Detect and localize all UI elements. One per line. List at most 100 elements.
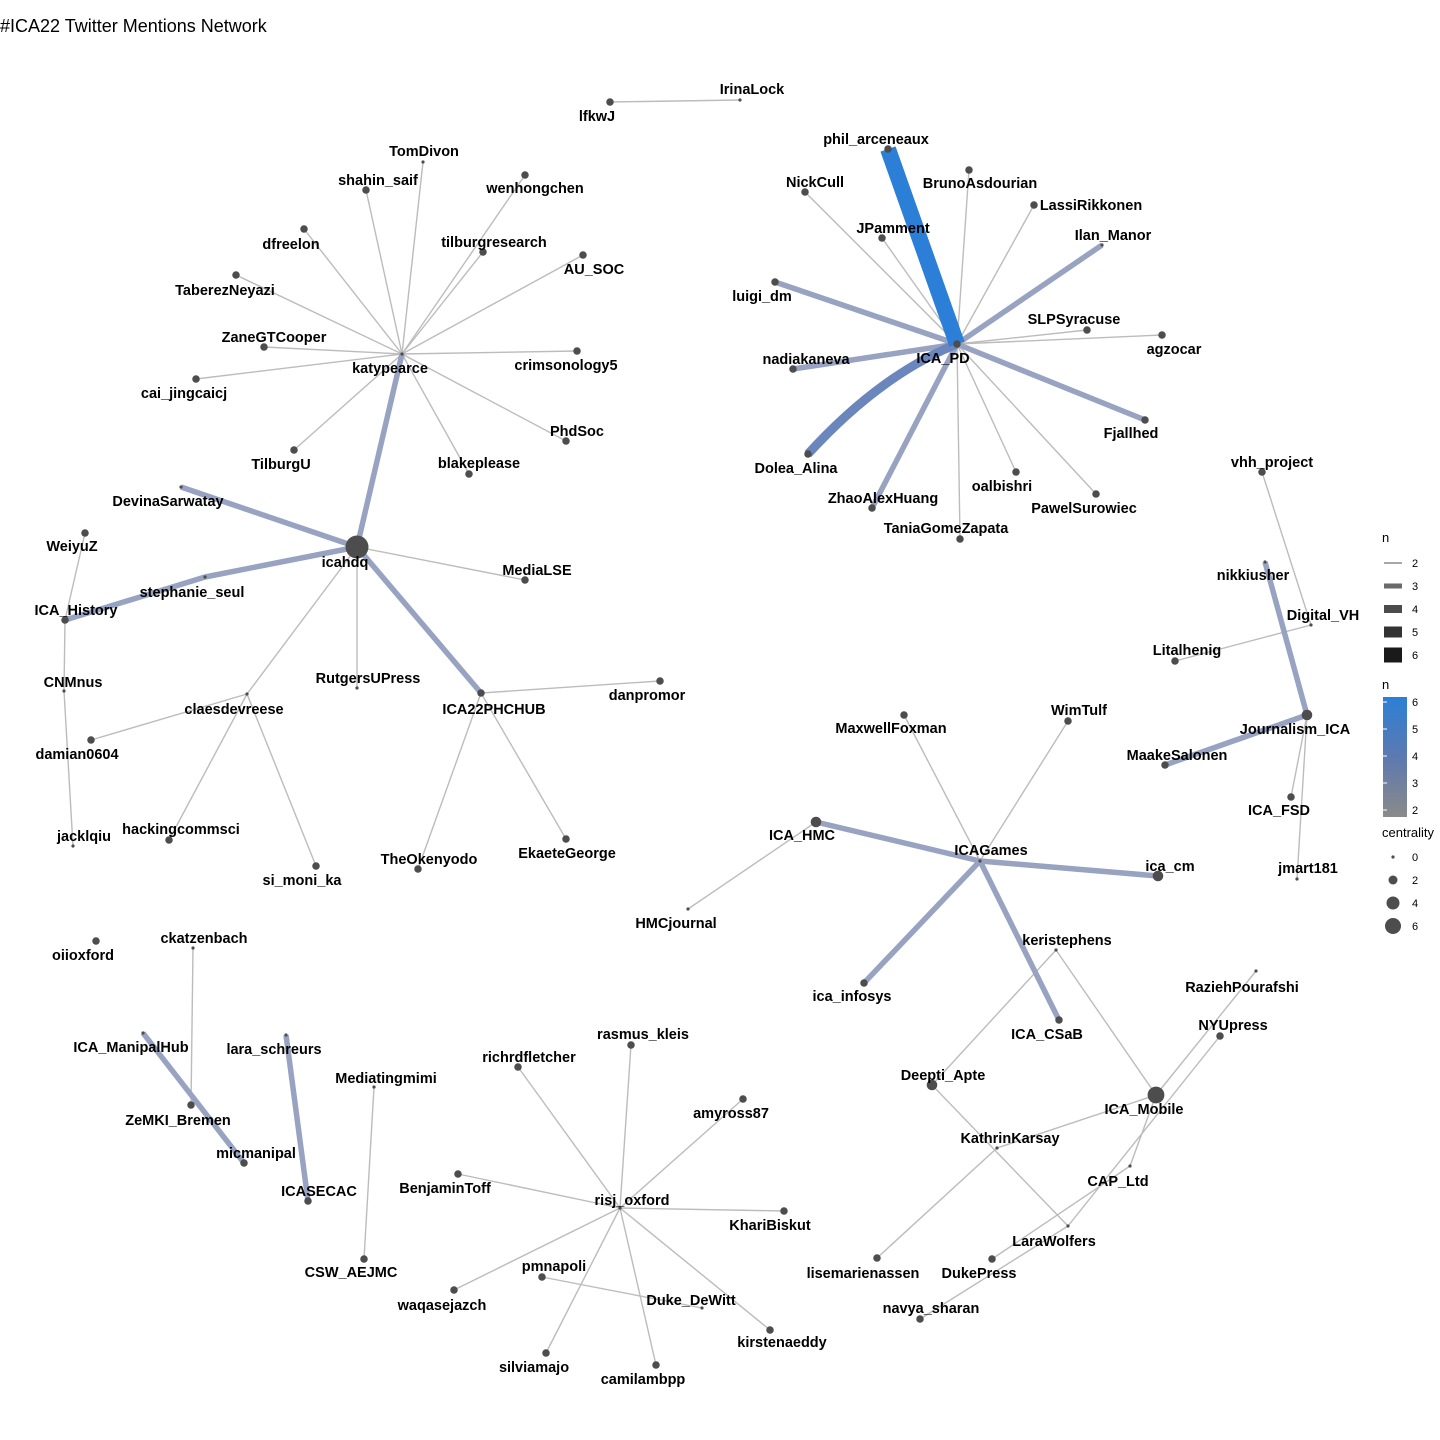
edge-KathrinKarsay-lisemarienassen <box>876 1147 998 1259</box>
node-label-BenjaminToff: BenjaminToff <box>399 1181 491 1197</box>
edge-risj_oxford-richrdfletcher <box>517 1066 621 1209</box>
node-label-rasmus_kleis: rasmus_kleis <box>597 1027 689 1043</box>
edge-katypearce-crimsonology5 <box>401 350 578 355</box>
node-WimTulf <box>1064 717 1072 725</box>
node-label-crimsonology5: crimsonology5 <box>514 358 617 374</box>
edge-katypearce-shahin_saif <box>365 189 403 355</box>
node-IrinaLock <box>738 98 742 102</box>
node-label-oalbishri: oalbishri <box>972 479 1032 495</box>
node-label-lara_schreurs: lara_schreurs <box>226 1042 321 1058</box>
node-ckatzenbach <box>191 946 195 950</box>
node-label-hackingcommsci: hackingcommsci <box>122 822 240 838</box>
labels-layer: IrinaLock lfkwJ katypearce TomDivon shahin_s… <box>35 82 1360 1388</box>
node-label-ICA_FSD: ICA_FSD <box>1248 803 1310 819</box>
edge-Journalism_ICA-MaakeSalonen <box>1164 712 1308 768</box>
legend-colorbar-label-6: 6 <box>1412 697 1418 709</box>
edge-ICA22PHCHUB-EkaeteGeorge <box>480 692 567 840</box>
node-TheOkenyodo <box>414 865 422 873</box>
edge-ICA_PD-oalbishri <box>956 343 1017 473</box>
legend-colorbar <box>1383 697 1407 817</box>
node-oiioxford <box>92 937 100 945</box>
node-claesdevreese <box>245 692 249 696</box>
legend-colorbar-ticks: 6 5 4 3 2 <box>1383 697 1418 817</box>
node-label-Duke_DeWitt: Duke_DeWitt <box>646 1293 735 1309</box>
legend-size-key-0 <box>1391 855 1395 859</box>
edge-pmnapoli-Duke_DeWitt <box>541 1276 703 1309</box>
node-danpromor <box>656 677 664 685</box>
node-label-lfkwJ: lfkwJ <box>579 109 615 125</box>
node-CSW_AEJMC <box>360 1255 368 1263</box>
edge-katypearce-TilburgU <box>293 353 403 451</box>
node-label-ZaneGTCooper: ZaneGTCooper <box>222 330 327 346</box>
node-keristephens <box>1054 948 1058 952</box>
edge-nikkiusher-Journalism_ICA <box>1262 561 1310 716</box>
node-label-ICA_History: ICA_History <box>35 603 118 619</box>
edge-ICA_PD-NickCull <box>804 191 958 345</box>
node-label-ica_cm: ica_cm <box>1145 859 1194 875</box>
node-icahdq <box>345 535 369 559</box>
node-CAP_Ltd <box>1128 1164 1132 1168</box>
legend-size-label-6: 6 <box>1412 921 1418 933</box>
edge-CNMnus-jacklqiu <box>63 690 74 847</box>
node-label-risj_oxford: risj_oxford <box>595 1193 670 1209</box>
node-Duke_DeWitt <box>700 1306 704 1310</box>
edge-ICA_PD-LassiRikkonen <box>956 204 1035 345</box>
node-label-oiioxford: oiioxford <box>52 948 114 964</box>
edge-LaraWolfers-navya_sharan <box>919 1225 1069 1320</box>
node-damian0604 <box>87 736 95 744</box>
node-Digital_VH <box>1309 623 1313 627</box>
node-wenhongchen <box>521 171 529 179</box>
node-AU_SOC <box>579 251 587 259</box>
edge-ICA22PHCHUB-TheOkenyodo <box>417 692 482 870</box>
node-RaziehPourafshi <box>1254 969 1258 973</box>
node-label-shahin_saif: shahin_saif <box>338 173 418 189</box>
node-label-MaxwellFoxman: MaxwellFoxman <box>835 721 946 737</box>
node-BenjaminToff <box>454 1170 462 1178</box>
node-label-Ilan_Manor: Ilan_Manor <box>1075 228 1152 244</box>
node-DevinaSarwatay <box>179 485 183 489</box>
edge-katypearce-AU_SOC <box>401 254 584 355</box>
node-label-vhh_project: vhh_project <box>1231 455 1313 471</box>
node-label-IrinaLock: IrinaLock <box>720 82 785 98</box>
edge-risj_oxford-KhariBiskut <box>619 1207 785 1212</box>
node-EkaeteGeorge <box>562 835 570 843</box>
edge-claesdevreese-si_moni_ka <box>246 693 317 867</box>
node-TaberezNeyazi <box>232 271 240 279</box>
legend-size-title: centrality <box>1382 825 1435 840</box>
node-label-jacklqiu: jacklqiu <box>56 829 111 845</box>
node-risj_oxford <box>618 1206 622 1210</box>
legend-colorbar-label-3: 3 <box>1412 778 1418 790</box>
node-lisemarienassen <box>873 1254 881 1262</box>
edge-CAP_Ltd-DukePress <box>991 1165 1131 1260</box>
node-TilburgU <box>290 446 298 454</box>
node-label-CNMnus: CNMnus <box>44 675 103 691</box>
edge-claesdevreese-damian0604 <box>90 693 248 741</box>
edge-vhh_project-Digital_VH <box>1261 471 1312 626</box>
node-label-ZeMKI_Bremen: ZeMKI_Bremen <box>125 1113 231 1129</box>
edge-WeiyuZ-ICA_History <box>64 532 86 621</box>
node-label-silviamajo: silviamajo <box>499 1360 569 1376</box>
node-label-NickCull: NickCull <box>786 175 844 191</box>
node-label-Mediatingmimi: Mediatingmimi <box>335 1071 437 1087</box>
edge-ICA_PD-luigi_dm <box>774 279 958 347</box>
node-label-DevinaSarwatay: DevinaSarwatay <box>112 494 223 510</box>
node-MediaLSE <box>521 576 529 584</box>
node-Mediatingmimi <box>372 1085 376 1089</box>
edge-katypearce-wenhongchen <box>401 174 526 355</box>
node-label-NYUpress: NYUpress <box>1198 1018 1267 1034</box>
node-label-ICASECAC: ICASECAC <box>281 1184 357 1200</box>
node-label-camilambpp: camilambpp <box>601 1372 686 1388</box>
edge-icahdq-MediaLSE <box>356 546 526 581</box>
legend-color-title: n <box>1382 677 1389 692</box>
node-stephanie_seul <box>203 575 207 579</box>
edge-ICA_PD-ZhaoAlexHuang <box>869 342 960 510</box>
node-label-Litalhenig: Litalhenig <box>1153 643 1221 659</box>
node-label-CAP_Ltd: CAP_Ltd <box>1087 1174 1148 1190</box>
node-NYUpress <box>1216 1032 1224 1040</box>
node-label-claesdevreese: claesdevreese <box>184 702 283 718</box>
node-label-luigi_dm: luigi_dm <box>732 289 792 305</box>
node-label-HMCjournal: HMCjournal <box>635 916 716 932</box>
node-label-dfreelon: dfreelon <box>262 237 319 253</box>
node-label-LaraWolfers: LaraWolfers <box>1012 1234 1096 1250</box>
